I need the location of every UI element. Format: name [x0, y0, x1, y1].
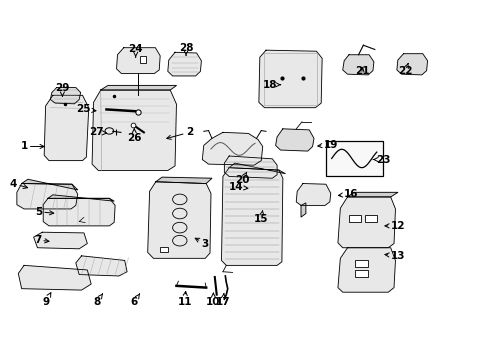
Polygon shape: [44, 95, 89, 161]
Polygon shape: [258, 50, 322, 108]
Text: 4: 4: [10, 179, 27, 189]
Polygon shape: [76, 256, 127, 276]
Polygon shape: [18, 265, 91, 290]
Polygon shape: [396, 54, 427, 75]
Text: 29: 29: [55, 83, 69, 96]
Text: 11: 11: [177, 292, 191, 307]
Polygon shape: [337, 197, 395, 248]
Text: 23: 23: [373, 154, 390, 165]
Text: 27: 27: [88, 127, 106, 138]
Text: 17: 17: [215, 294, 230, 307]
Polygon shape: [92, 90, 176, 171]
Bar: [160, 247, 168, 252]
Text: 24: 24: [128, 45, 142, 57]
Polygon shape: [337, 248, 395, 292]
Text: 15: 15: [253, 211, 268, 224]
Polygon shape: [147, 182, 210, 258]
Polygon shape: [34, 232, 87, 249]
Text: 12: 12: [384, 221, 404, 231]
Text: 8: 8: [93, 294, 102, 307]
Polygon shape: [342, 55, 373, 75]
Text: 3: 3: [195, 238, 208, 248]
Bar: [325, 141, 382, 176]
Text: 19: 19: [317, 140, 337, 150]
Polygon shape: [224, 156, 277, 178]
Polygon shape: [275, 129, 313, 151]
Bar: [354, 260, 367, 267]
Polygon shape: [301, 203, 305, 217]
Text: 26: 26: [127, 129, 141, 143]
Polygon shape: [156, 177, 211, 184]
Text: 13: 13: [384, 251, 404, 261]
Polygon shape: [296, 184, 330, 206]
Text: 10: 10: [205, 293, 220, 307]
Text: 18: 18: [263, 80, 280, 90]
Text: 1: 1: [20, 141, 44, 152]
Polygon shape: [167, 52, 201, 76]
Text: 2: 2: [166, 127, 193, 139]
Bar: [140, 56, 145, 63]
Bar: [348, 215, 360, 222]
Text: 20: 20: [234, 172, 249, 185]
Bar: [354, 270, 367, 277]
Polygon shape: [21, 179, 78, 190]
Text: 14: 14: [228, 182, 247, 192]
Bar: [365, 215, 376, 222]
Polygon shape: [50, 87, 81, 104]
Text: 21: 21: [354, 66, 368, 76]
Polygon shape: [116, 48, 160, 73]
Polygon shape: [101, 85, 176, 90]
Polygon shape: [347, 192, 397, 197]
Polygon shape: [43, 198, 115, 226]
Polygon shape: [221, 168, 282, 265]
Text: 25: 25: [76, 104, 96, 114]
Text: 7: 7: [34, 235, 49, 245]
Bar: [263, 53, 317, 105]
Text: 22: 22: [397, 63, 411, 76]
Text: 9: 9: [42, 293, 51, 307]
Text: 16: 16: [338, 189, 357, 199]
Polygon shape: [17, 184, 78, 209]
Text: 5: 5: [35, 207, 54, 217]
Polygon shape: [229, 163, 285, 174]
Polygon shape: [48, 195, 114, 201]
Text: 28: 28: [179, 43, 193, 55]
Polygon shape: [202, 132, 262, 165]
Text: 6: 6: [130, 294, 140, 307]
